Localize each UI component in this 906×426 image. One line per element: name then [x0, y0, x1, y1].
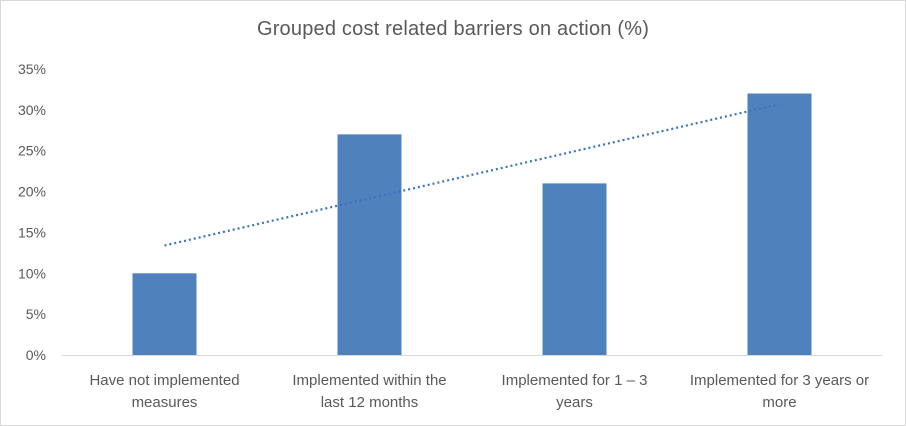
category-label-line: years: [556, 394, 593, 411]
y-tick-label: 0%: [26, 347, 46, 363]
y-tick-label: 15%: [18, 224, 46, 240]
y-tick-label: 10%: [18, 265, 46, 281]
y-tick-label: 25%: [18, 143, 46, 159]
y-tick-label: 5%: [26, 306, 46, 322]
category-label-1: Have not implemented measures: [89, 372, 239, 411]
category-label-4: Implemented for 3 years or more: [690, 372, 869, 411]
bar-2: [337, 134, 402, 355]
y-tick-label: 35%: [18, 61, 46, 77]
category-label-3: Implemented for 1 – 3 years: [502, 372, 648, 411]
y-tick-label: 20%: [18, 184, 46, 200]
category-label-2: Implemented within the last 12 months: [292, 372, 446, 411]
bar-4: [747, 93, 812, 355]
y-tick-label: 30%: [18, 102, 46, 118]
category-label-line: last 12 months: [321, 394, 419, 411]
chart-title: Grouped cost related barriers on action …: [256, 18, 650, 40]
bar-1: [132, 273, 197, 355]
category-label-line: measures: [132, 394, 198, 411]
trendline: [164, 103, 780, 247]
category-label-line: Have not implemented: [89, 372, 239, 389]
category-label-line: Implemented for 3 years or: [690, 372, 869, 389]
category-label-line: more: [762, 394, 796, 411]
bar-3: [542, 183, 607, 355]
category-label-line: Implemented within the: [292, 372, 446, 389]
category-label-line: Implemented for 1 – 3: [502, 372, 648, 389]
